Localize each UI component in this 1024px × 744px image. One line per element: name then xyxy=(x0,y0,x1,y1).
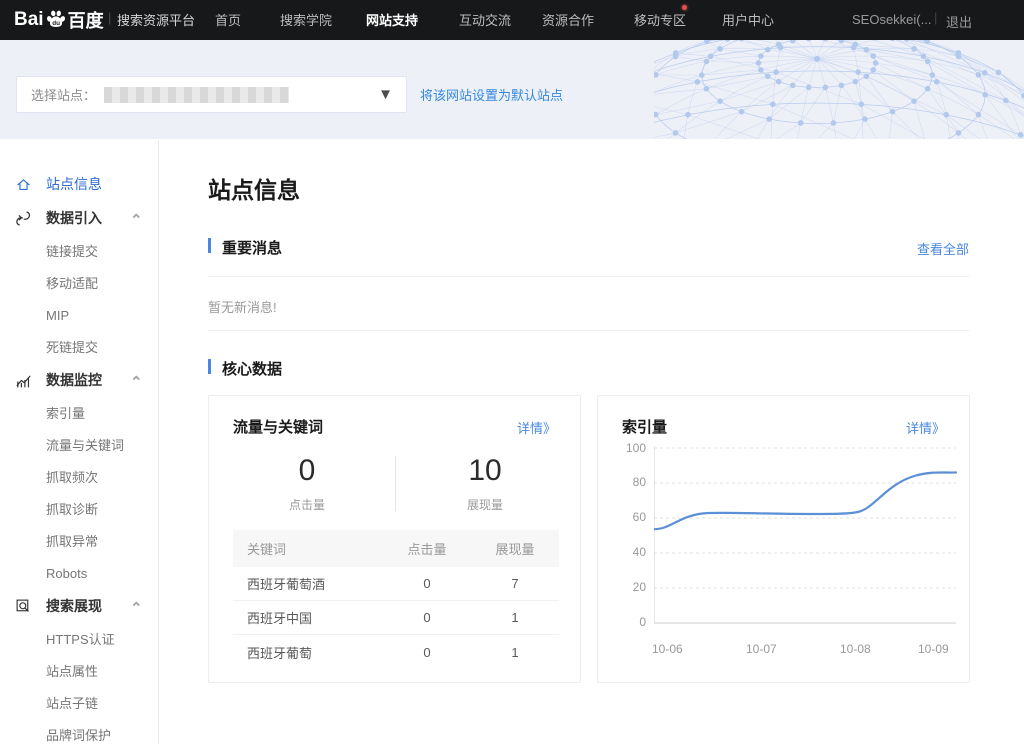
svg-text:du: du xyxy=(52,20,60,27)
